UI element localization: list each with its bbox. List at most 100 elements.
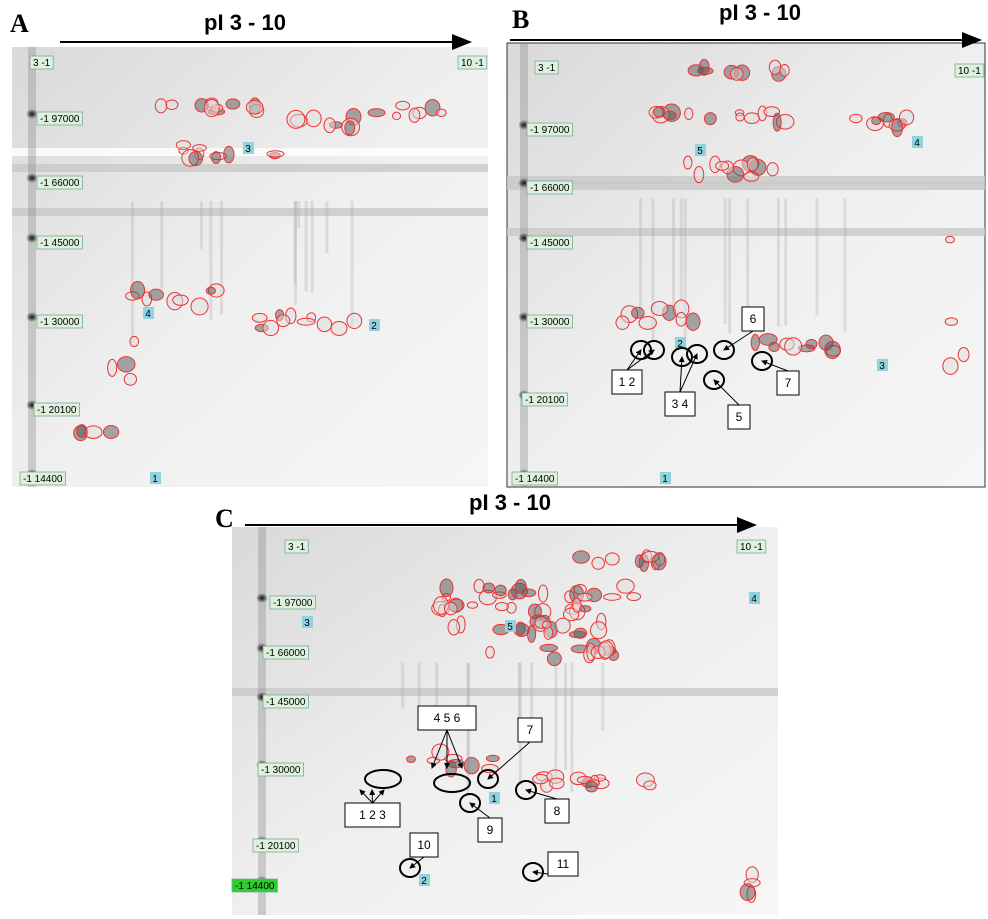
gel-streak	[815, 198, 818, 315]
spot-label: 4	[145, 309, 151, 320]
gel-streak	[294, 201, 297, 283]
gel-band	[232, 688, 778, 696]
mw-marker: -1 45000	[530, 238, 570, 249]
spot-contour	[736, 113, 744, 121]
spot-contour	[193, 145, 207, 152]
gel-streak	[131, 201, 134, 343]
mw-marker: -1 14400	[515, 474, 555, 485]
spot-contour	[486, 755, 499, 761]
spot-contour	[495, 585, 506, 596]
gel-streak	[554, 663, 557, 783]
gel-streak	[311, 201, 314, 293]
pi-marker: 3 -1	[288, 542, 306, 553]
callout-label: 9	[487, 823, 494, 837]
spot-contour	[806, 339, 817, 348]
spot-label: 4	[914, 138, 920, 149]
spot-contour	[550, 778, 564, 789]
spot-contour	[542, 621, 551, 628]
spot-contour	[599, 641, 614, 658]
callout-label: 4 5 6	[434, 711, 461, 725]
spot-contour	[716, 161, 729, 170]
spot-contour	[226, 99, 240, 109]
spot-label: 1	[491, 794, 497, 805]
spot-contour	[590, 622, 606, 639]
spot-contour	[263, 320, 279, 335]
gel-streak	[784, 198, 787, 325]
mw-marker: -1 66000	[530, 183, 570, 194]
spot-label: 2	[371, 321, 377, 332]
marker-lane	[520, 43, 528, 487]
spot-contour	[474, 579, 484, 592]
spot-label: 3	[304, 618, 310, 629]
mw-marker: -1 66000	[266, 648, 306, 659]
pi-marker: 10 -1	[740, 542, 763, 553]
spot-contour	[393, 112, 401, 120]
gel-streak	[639, 198, 642, 310]
spot-contour	[769, 60, 780, 74]
spot-contour	[331, 322, 347, 336]
mw-marker: -1 45000	[266, 697, 306, 708]
mw-marker: -1 20100	[525, 395, 565, 406]
callout-label: 7	[527, 723, 534, 737]
mw-marker: -1 14400	[23, 474, 63, 485]
spot-contour	[206, 287, 215, 294]
spot-contour	[347, 313, 362, 328]
panel-letter: A	[10, 9, 29, 38]
spot-label: 2	[421, 876, 427, 887]
spot-contour	[605, 553, 619, 565]
spot-contour	[767, 163, 778, 176]
spot-contour	[189, 151, 203, 165]
marker-band	[26, 173, 38, 183]
spot-contour	[825, 341, 841, 358]
figure: ApI 3 - 103 -110 -1-1 97000-1 66000-1 45…	[0, 0, 988, 919]
marker-band	[26, 312, 38, 322]
spot-contour	[440, 579, 453, 597]
spot-contour	[744, 113, 759, 124]
spot-contour	[943, 358, 958, 375]
gel-streak	[351, 201, 354, 328]
callout-arrow	[372, 790, 373, 803]
callout-label: 5	[736, 410, 743, 424]
gel-streak	[724, 198, 727, 323]
spot-contour	[617, 579, 635, 593]
spot-contour	[892, 119, 903, 137]
spot-contour	[495, 602, 508, 610]
mw-marker: -1 66000	[40, 178, 80, 189]
gel-streak	[680, 198, 683, 301]
gel-streak	[843, 198, 846, 332]
spot-contour	[176, 141, 190, 150]
gel-band	[507, 228, 985, 236]
gel-streak	[297, 201, 300, 228]
spot-contour	[740, 884, 755, 901]
marker-band	[26, 109, 38, 119]
spot-contour	[409, 108, 420, 122]
spot-contour	[103, 425, 118, 438]
callout-label: 10	[417, 838, 431, 852]
spot-label: 3	[245, 144, 251, 155]
spot-contour	[483, 583, 495, 593]
mw-marker: -1 30000	[40, 317, 80, 328]
mw-marker: -1 30000	[261, 765, 301, 776]
marker-band	[26, 233, 38, 243]
spot-contour	[945, 318, 957, 326]
spot-contour	[212, 152, 221, 164]
spot-contour	[685, 108, 693, 120]
spot-label: 1	[662, 474, 668, 485]
mw-marker: -1 20100	[256, 841, 296, 852]
gel-image	[232, 527, 778, 915]
spot-contour	[368, 109, 385, 117]
spot-contour	[448, 620, 460, 635]
spot-contour	[252, 313, 267, 322]
spot-contour	[850, 114, 862, 122]
spot-contour	[467, 602, 477, 608]
spot-contour	[569, 631, 586, 638]
spot-contour	[444, 602, 457, 614]
mw-marker: -1 30000	[530, 317, 570, 328]
spot-contour	[592, 557, 605, 569]
spot-contour	[396, 101, 410, 110]
spot-contour	[688, 65, 704, 76]
mw-marker: -1 14400	[235, 881, 275, 892]
spot-contour	[547, 652, 561, 666]
spot-contour	[131, 282, 145, 299]
spot-contour	[759, 334, 777, 346]
